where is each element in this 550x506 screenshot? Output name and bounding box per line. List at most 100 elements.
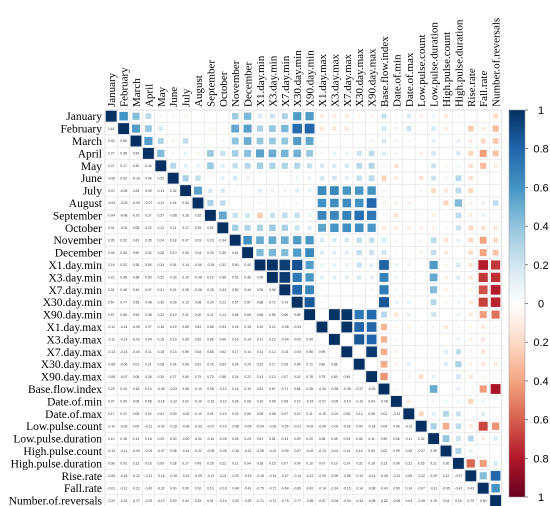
corr-square-23-28 [456,399,461,404]
corr-square-20-29 [469,362,473,366]
corr-value-19-10: 0.17 [232,350,239,354]
corr-square-0-7 [197,115,199,118]
corr-value-21-10: 0.24 [232,375,239,379]
corr-square-18-26 [432,338,435,341]
corr-square-0-23 [394,114,398,118]
corr-value-10-8: 0.23 [207,238,214,242]
corr-square-15-28 [456,300,461,304]
corr-square-0-18 [332,114,337,119]
corr-square-27-29 [468,449,473,453]
corr-value-27-23: 0.09 [393,449,400,453]
corr-square-10-29 [468,237,474,243]
corr-square-12-30 [478,260,489,270]
corr-value-14-7: -0.06 [194,288,202,292]
corr-square-19-29 [469,350,473,354]
row-label-30: Fall.rate [64,483,102,495]
corr-square-17-25 [419,325,423,329]
corr-value-12-6: 0.14 [182,263,189,267]
corr-square-7-31 [492,200,499,206]
corr-square-13-26 [429,273,438,282]
corr-value-22-20: -0.37 [355,387,363,391]
corr-square-14-28 [456,288,460,292]
colorbar-tick-label-6: 0.2 [533,337,548,349]
row-label-28: High.pulse.duration [11,458,103,470]
corr-square-6-27 [443,188,449,193]
corr-square-8-21 [366,210,377,221]
corr-value-8-5: -0.06 [169,214,177,218]
corr-value-24-20: 0.12 [356,412,363,416]
corr-square-1-14 [281,124,289,133]
corr-square-7-8 [207,199,214,207]
corr-value-20-2: 0.01 [133,362,140,366]
row-label-1: February [60,124,102,136]
corr-square-0-22 [381,113,387,119]
corr-value-25-21: -0.18 [368,424,376,428]
corr-square-1-31 [492,125,499,132]
corr-square-8-8 [204,209,216,221]
corr-value-13-7: -0.08 [194,276,202,280]
corr-square-5-23 [394,176,399,181]
corr-square-0-1 [119,111,128,121]
corr-value-23-10: 0.06 [232,400,239,404]
corr-value-31-21: -0.08 [368,499,376,503]
corr-square-25-25 [415,420,427,432]
corr-square-10-21 [368,237,375,243]
row-label-7: August [69,198,103,210]
corr-square-9-14 [281,224,288,231]
corr-value-21-4: 0.30 [157,375,164,379]
corr-square-9-20 [354,223,364,233]
corr-square-6-23 [395,189,398,192]
corr-value-24-18: -0.02 [331,412,339,416]
corr-square-0-13 [269,113,275,119]
corr-value-16-7: 0.00 [195,313,202,317]
corr-square-2-4 [157,138,164,144]
corr-value-28-10: 0.11 [232,462,238,466]
corr-value-14-1: 0.46 [120,288,127,292]
corr-square-4-22 [382,164,386,168]
corr-value-18-8: 0.66 [207,338,214,342]
corr-value-9-2: 0.08 [133,226,140,230]
corr-value-14-9: 0.33 [219,288,226,292]
corr-square-14-29 [469,288,473,292]
corr-value-28-23: 0.09 [393,462,400,466]
corr-square-1-5 [172,127,175,130]
corr-square-11-23 [395,251,398,254]
corr-square-6-8 [208,188,213,193]
corr-value-31-26: 0.15 [430,499,437,503]
row-label-27: High.pulse.count [23,446,102,458]
corr-square-9-27 [444,226,448,230]
corr-value-26-20: 0.06 [356,437,363,441]
corr-value-30-22: -0.43 [380,486,388,490]
colorbar-tick-label-10: 1 [538,492,544,504]
corr-square-5-26 [431,175,437,181]
corr-square-4-19 [344,163,350,169]
corr-square-6-14 [283,189,287,193]
corr-square-25-26 [430,423,437,430]
corr-value-17-0: -0.12 [107,325,115,329]
corr-square-1-25 [420,127,423,130]
corr-square-0-31 [493,113,499,119]
corr-square-21-22 [380,372,388,381]
column-label-10: November [230,60,242,107]
corr-value-19-17: 0.99 [319,350,326,354]
corr-value-23-16: -0.15 [306,400,314,404]
corr-value-9-1: -0.04 [120,226,128,230]
corr-value-17-2: -0.06 [132,325,140,329]
corr-value-25-2: 0.00 [133,424,140,428]
corr-value-19-15: -0.03 [293,350,301,354]
corr-value-27-9: -0.05 [219,449,227,453]
corr-square-7-15 [295,201,299,205]
corr-square-1-15 [292,123,302,134]
corr-value-13-4: 0.32 [157,276,164,280]
corr-value-30-24: 0.14 [405,486,412,490]
corr-square-7-11 [246,201,249,205]
corr-square-20-20 [353,358,365,370]
corr-value-29-9: -0.21 [219,474,227,478]
corr-value-28-27: 0.30 [443,462,450,466]
corr-value-24-6: -0.02 [182,412,190,416]
corr-square-18-31 [494,338,497,341]
corr-value-21-6: 0.60 [182,375,189,379]
corr-value-13-9: 0.36 [219,276,226,280]
corr-square-2-17 [320,139,324,143]
corr-square-18-24 [408,338,410,341]
